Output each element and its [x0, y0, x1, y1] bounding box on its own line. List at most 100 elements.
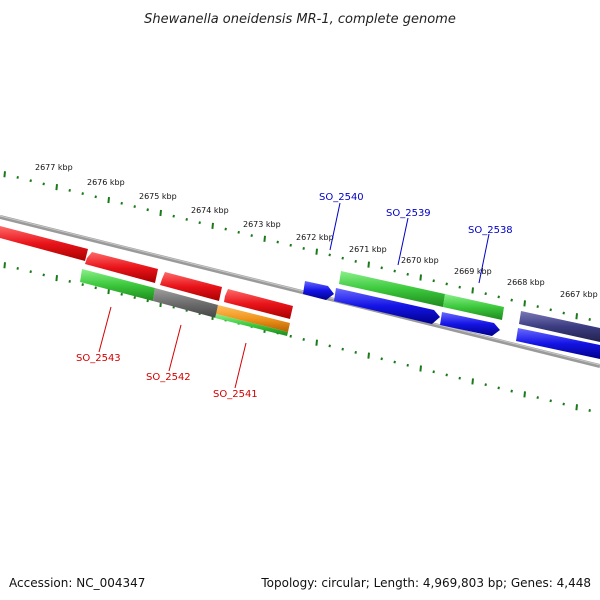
minor-tick	[432, 279, 435, 283]
minor-tick	[68, 279, 71, 283]
major-tick	[419, 365, 422, 372]
minor-tick	[445, 282, 448, 286]
gene-blue-right[interactable]	[516, 328, 600, 359]
minor-tick	[588, 409, 591, 412]
gene-labels: SO_2543 SO_2542 SO_2541 SO_2540 SO_2539 …	[76, 192, 513, 400]
minor-tick	[224, 227, 227, 231]
minor-tick	[302, 338, 305, 341]
minor-tick	[198, 221, 201, 225]
minor-tick	[484, 292, 487, 296]
leader-so2538	[478, 233, 490, 284]
major-tick	[367, 261, 370, 268]
gene-red-4[interactable]	[224, 289, 293, 319]
gene-green-so2540[interactable]	[339, 271, 445, 307]
tick-label: 2673 kbp	[243, 220, 281, 229]
gene-red-1[interactable]	[0, 226, 88, 261]
tick-label: 2677 kbp	[35, 163, 73, 172]
minor-tick	[536, 396, 539, 400]
minor-tick	[380, 357, 383, 361]
gene-red-2[interactable]	[85, 252, 158, 283]
minor-tick	[432, 370, 435, 374]
minor-tick	[68, 188, 71, 192]
minor-tick	[588, 318, 591, 321]
minor-tick	[94, 286, 97, 290]
major-tick	[3, 262, 6, 269]
minor-tick	[406, 272, 409, 276]
major-tick	[471, 378, 474, 385]
gene-label-so2539[interactable]: SO_2539	[386, 208, 431, 219]
minor-tick	[458, 285, 461, 289]
gene-green-so2543[interactable]	[80, 269, 155, 301]
gene-label-so2541[interactable]: SO_2541	[213, 389, 258, 400]
minor-tick	[354, 350, 357, 354]
genome-summary-text: Topology: circular; Length: 4,969,803 bp…	[260, 576, 591, 590]
minor-tick	[172, 214, 175, 218]
gene-blue-small[interactable]	[303, 281, 334, 300]
tick-label: 2671 kbp	[349, 245, 387, 254]
major-tick	[55, 275, 58, 282]
minor-tick	[497, 386, 500, 390]
tick-label: 2669 kbp	[454, 267, 492, 276]
minor-tick	[406, 363, 409, 367]
minor-tick	[120, 201, 123, 205]
minor-tick	[341, 347, 344, 351]
minor-tick	[341, 256, 344, 260]
genome-backbone	[0, 215, 600, 368]
minor-tick	[393, 269, 396, 273]
minor-tick	[289, 243, 292, 247]
minor-tick	[16, 267, 19, 270]
minor-tick	[81, 283, 84, 287]
minor-tick	[549, 308, 552, 312]
minor-tick	[302, 247, 305, 250]
minor-tick	[250, 234, 253, 238]
tick-labels: 2677 kbp 2676 kbp 2675 kbp 2674 kbp 2673…	[35, 163, 598, 299]
minor-tick	[42, 273, 45, 277]
minor-tick	[16, 176, 19, 179]
gene-red-3[interactable]	[160, 272, 222, 301]
tick-label: 2674 kbp	[191, 206, 229, 215]
minor-tick	[562, 402, 565, 406]
minor-tick	[510, 298, 513, 302]
minor-tick	[445, 373, 448, 377]
gene-blue-so2540[interactable]	[334, 288, 440, 324]
accession-text: Accession: NC_004347	[9, 576, 145, 590]
gene-green-so2541b[interactable]	[215, 314, 288, 336]
gene-label-so2543[interactable]: SO_2543	[76, 353, 121, 364]
gene-label-so2542[interactable]: SO_2542	[146, 372, 191, 383]
minor-tick	[133, 296, 136, 299]
gene-green-so2539[interactable]	[443, 294, 504, 320]
leader-so2540	[329, 202, 341, 251]
gene-label-so2538[interactable]: SO_2538	[468, 225, 513, 236]
minor-tick	[237, 230, 240, 234]
tick-label: 2668 kbp	[507, 278, 545, 287]
minor-tick	[29, 179, 32, 183]
minor-tick	[29, 270, 32, 274]
tick-label: 2675 kbp	[139, 192, 177, 201]
minor-tick	[393, 360, 396, 364]
minor-tick	[289, 334, 292, 338]
minor-tick	[458, 376, 461, 380]
gene-slate[interactable]	[519, 311, 600, 342]
gene-label-so2540[interactable]: SO_2540	[319, 192, 364, 203]
gene-orange-so2541[interactable]	[216, 305, 290, 332]
major-tick	[315, 339, 318, 346]
major-tick	[471, 287, 474, 294]
tick-label: 2667 kbp	[560, 290, 598, 299]
major-tick	[159, 209, 162, 217]
minor-tick	[185, 217, 188, 221]
leader-so2541	[234, 342, 247, 389]
major-tick	[419, 274, 422, 281]
minor-tick	[146, 299, 149, 303]
minor-tick	[146, 208, 149, 212]
minor-tick	[42, 182, 45, 186]
gene-label-lines	[98, 202, 490, 389]
leader-so2539	[397, 217, 409, 266]
minor-tick	[328, 344, 331, 348]
tick-label: 2670 kbp	[401, 256, 439, 265]
major-tick	[211, 222, 214, 229]
major-tick	[3, 171, 6, 178]
minor-tick	[354, 259, 357, 263]
gene-gray-so2542[interactable]	[153, 288, 218, 318]
gene-blue-so2538[interactable]	[440, 312, 500, 336]
